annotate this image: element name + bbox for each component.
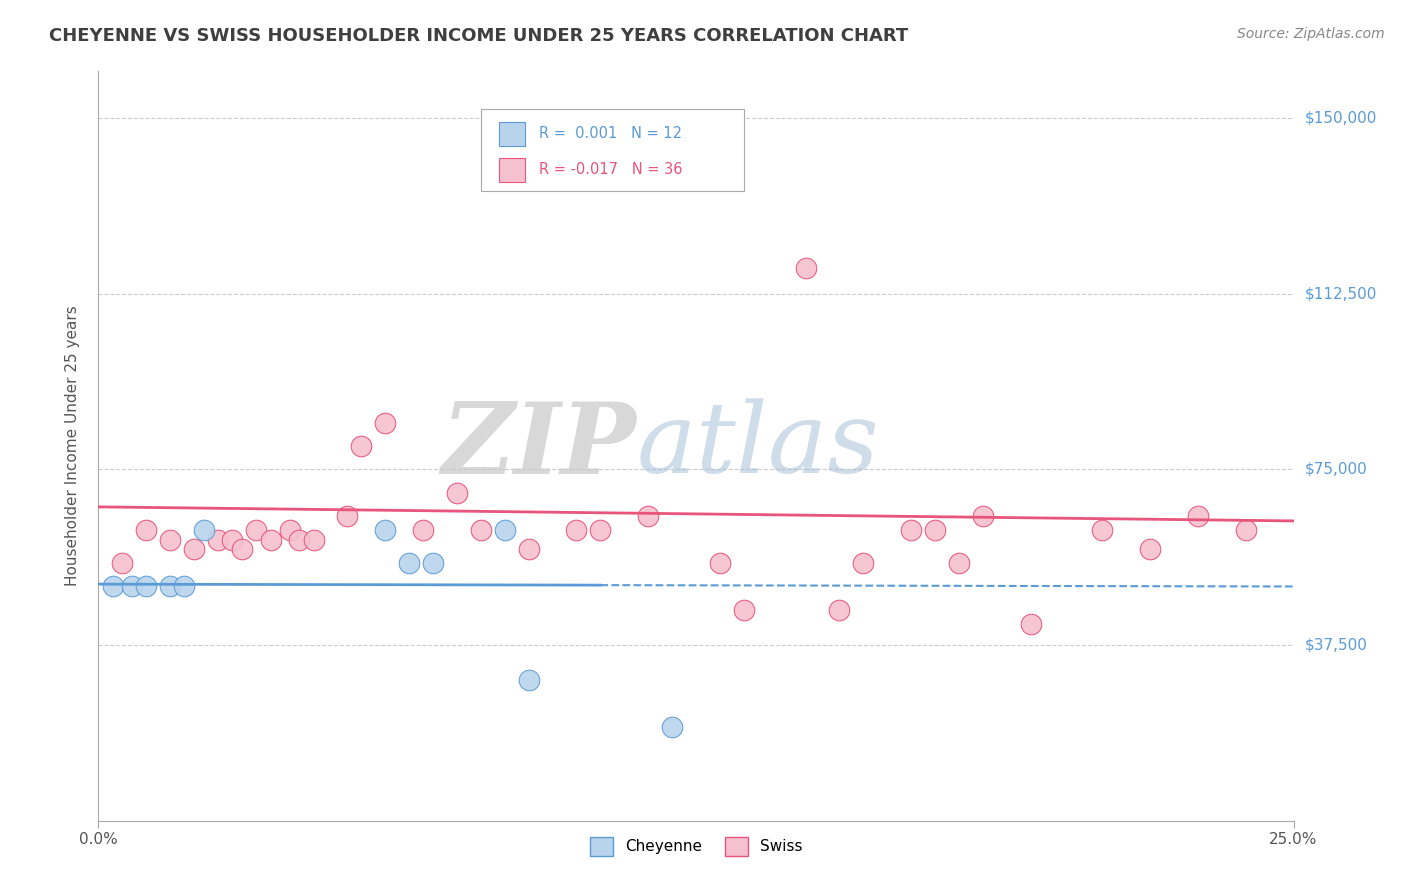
Point [852, 556, 875, 570]
Point [446, 485, 468, 500]
Point [278, 523, 301, 537]
Point [1187, 509, 1209, 524]
Point [1139, 542, 1161, 557]
Point [972, 509, 994, 524]
Point [121, 580, 143, 594]
Point [111, 556, 134, 570]
Text: CHEYENNE VS SWISS HOUSEHOLDER INCOME UNDER 25 YEARS CORRELATION CHART: CHEYENNE VS SWISS HOUSEHOLDER INCOME UND… [49, 27, 908, 45]
Point [924, 523, 946, 537]
Point [412, 523, 434, 537]
Y-axis label: Householder Income Under 25 years: Householder Income Under 25 years [65, 306, 80, 586]
Point [565, 523, 588, 537]
FancyBboxPatch shape [499, 158, 524, 182]
FancyBboxPatch shape [499, 121, 524, 146]
Point [193, 523, 215, 537]
Point [517, 542, 540, 557]
Point [733, 603, 755, 617]
Point [494, 523, 516, 537]
Point [900, 523, 922, 537]
Point [709, 556, 731, 570]
Point [422, 556, 444, 570]
Point [374, 523, 396, 537]
Point [245, 523, 267, 537]
Point [1091, 523, 1114, 537]
Point [221, 533, 243, 547]
Point [948, 556, 970, 570]
Text: R = -0.017   N = 36: R = -0.017 N = 36 [540, 162, 683, 178]
Point [101, 580, 124, 594]
Point [637, 509, 659, 524]
Point [336, 509, 359, 524]
Point [288, 533, 311, 547]
Point [159, 580, 181, 594]
Point [828, 603, 851, 617]
Text: $150,000: $150,000 [1305, 111, 1376, 126]
Point [398, 556, 420, 570]
Point [207, 533, 229, 547]
Point [350, 439, 373, 453]
Point [589, 523, 612, 537]
Point [159, 533, 181, 547]
Point [794, 261, 817, 276]
Point [259, 533, 281, 547]
Point [1019, 617, 1042, 632]
Point [173, 580, 195, 594]
Point [470, 523, 492, 537]
Point [135, 523, 157, 537]
Point [135, 580, 157, 594]
Point [231, 542, 253, 557]
Text: $37,500: $37,500 [1305, 638, 1368, 653]
Point [1234, 523, 1257, 537]
Point [517, 673, 540, 688]
Point [183, 542, 205, 557]
Legend: Cheyenne, Swiss: Cheyenne, Swiss [583, 830, 808, 862]
Text: R =  0.001   N = 12: R = 0.001 N = 12 [540, 127, 682, 142]
Text: Source: ZipAtlas.com: Source: ZipAtlas.com [1237, 27, 1385, 41]
Text: $112,500: $112,500 [1305, 286, 1376, 301]
Point [374, 416, 396, 430]
Text: $75,000: $75,000 [1305, 462, 1368, 477]
Text: atlas: atlas [637, 399, 879, 493]
Text: ZIP: ZIP [441, 398, 637, 494]
FancyBboxPatch shape [481, 109, 744, 191]
Point [302, 533, 325, 547]
Point [661, 720, 683, 734]
